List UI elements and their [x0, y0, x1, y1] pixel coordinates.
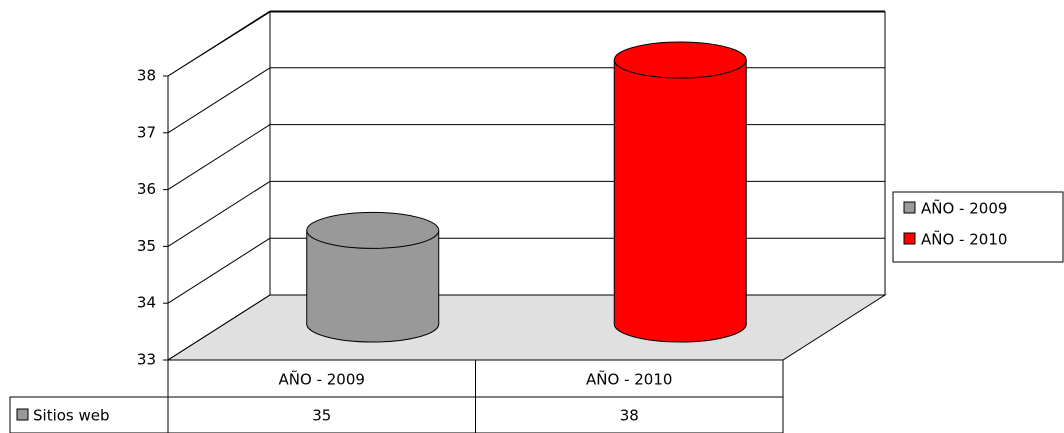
grid-line — [167, 180, 271, 247]
y-tick-label: 33 — [137, 351, 156, 369]
bars — [306, 41, 747, 343]
table-data-row — [9, 396, 784, 433]
y-tick-label: 34 — [137, 294, 156, 312]
y-tick-label: 36 — [137, 180, 156, 198]
legend-key — [903, 201, 916, 214]
x-tick-label: AÑO - 2010 — [586, 370, 672, 389]
y-tick-label: 37 — [137, 123, 156, 141]
grid-line — [167, 237, 271, 304]
bar — [614, 60, 747, 324]
series-key — [16, 408, 29, 421]
floor — [166, 294, 887, 361]
series-name: Sitios web — [33, 407, 110, 425]
y-tick-label: 35 — [137, 237, 156, 255]
x-tick-label: AÑO - 2009 — [279, 370, 365, 389]
legend-items: AÑO - 2009 AÑO - 2010 — [903, 199, 1007, 249]
y-tick-label: 38 — [137, 67, 156, 85]
grid-line — [167, 67, 271, 134]
legend-key — [903, 232, 916, 245]
grid-line — [167, 124, 271, 191]
grid-line — [167, 10, 271, 77]
data-table: Sitios web AÑO - 2009 35 AÑO - 2010 38 — [9, 359, 784, 433]
legend — [892, 191, 1064, 263]
table-value: 38 — [620, 407, 639, 425]
legend-label: AÑO - 2010 — [921, 230, 1007, 249]
bar-top — [613, 41, 747, 79]
legend-label: AÑO - 2009 — [921, 199, 1007, 218]
grid: 33 34 35 36 37 38 — [137, 10, 885, 369]
table-value: 35 — [312, 407, 331, 425]
bar-top — [306, 211, 440, 249]
grid-line — [167, 294, 271, 361]
